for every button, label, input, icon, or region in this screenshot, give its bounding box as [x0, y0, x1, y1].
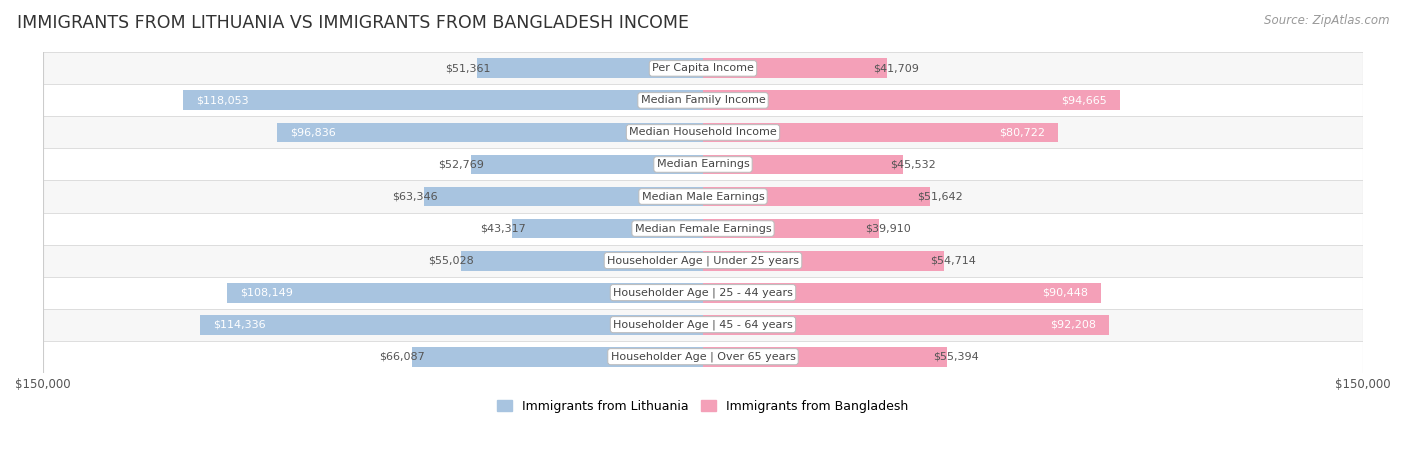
Bar	[703, 251, 943, 270]
Bar	[703, 91, 1119, 110]
Text: Median Female Earnings: Median Female Earnings	[634, 224, 772, 234]
Text: $45,532: $45,532	[890, 159, 936, 170]
Text: Median Household Income: Median Household Income	[628, 127, 778, 137]
Text: $39,910: $39,910	[866, 224, 911, 234]
Text: Per Capita Income: Per Capita Income	[652, 64, 754, 73]
Bar	[703, 122, 1059, 142]
Bar	[200, 315, 703, 334]
Bar	[703, 283, 1101, 303]
Bar	[42, 116, 1364, 149]
Bar	[42, 276, 1364, 309]
Legend: Immigrants from Lithuania, Immigrants from Bangladesh: Immigrants from Lithuania, Immigrants fr…	[492, 395, 914, 417]
Text: IMMIGRANTS FROM LITHUANIA VS IMMIGRANTS FROM BANGLADESH INCOME: IMMIGRANTS FROM LITHUANIA VS IMMIGRANTS …	[17, 14, 689, 32]
Bar	[477, 58, 703, 78]
Bar	[425, 187, 703, 206]
Text: $92,208: $92,208	[1050, 319, 1095, 330]
Bar	[512, 219, 703, 239]
Text: $66,087: $66,087	[380, 352, 426, 361]
Bar	[461, 251, 703, 270]
Bar	[277, 122, 703, 142]
Text: $55,028: $55,028	[429, 255, 474, 266]
Text: Householder Age | 25 - 44 years: Householder Age | 25 - 44 years	[613, 287, 793, 298]
Bar	[42, 149, 1364, 180]
Text: $63,346: $63,346	[392, 191, 437, 202]
Text: Median Male Earnings: Median Male Earnings	[641, 191, 765, 202]
Bar	[703, 155, 904, 174]
Text: Householder Age | 45 - 64 years: Householder Age | 45 - 64 years	[613, 319, 793, 330]
Bar	[703, 219, 879, 239]
Text: $51,642: $51,642	[917, 191, 963, 202]
Text: Source: ZipAtlas.com: Source: ZipAtlas.com	[1264, 14, 1389, 27]
Bar	[471, 155, 703, 174]
Text: $90,448: $90,448	[1042, 288, 1088, 297]
Text: $41,709: $41,709	[873, 64, 920, 73]
Bar	[42, 180, 1364, 212]
Bar	[412, 347, 703, 367]
Text: $55,394: $55,394	[934, 352, 980, 361]
Bar	[183, 91, 703, 110]
Text: Median Earnings: Median Earnings	[657, 159, 749, 170]
Bar	[703, 58, 887, 78]
Text: $52,769: $52,769	[439, 159, 484, 170]
Bar	[42, 309, 1364, 340]
Text: $51,361: $51,361	[444, 64, 491, 73]
Bar	[703, 315, 1109, 334]
Bar	[226, 283, 703, 303]
Text: Householder Age | Over 65 years: Householder Age | Over 65 years	[610, 352, 796, 362]
Text: Median Family Income: Median Family Income	[641, 95, 765, 106]
Bar	[42, 245, 1364, 276]
Bar	[703, 187, 931, 206]
Text: $118,053: $118,053	[197, 95, 249, 106]
Bar	[42, 52, 1364, 85]
Text: $80,722: $80,722	[1000, 127, 1045, 137]
Text: $108,149: $108,149	[240, 288, 292, 297]
Bar	[703, 347, 946, 367]
Text: $94,665: $94,665	[1060, 95, 1107, 106]
Text: $114,336: $114,336	[212, 319, 266, 330]
Bar	[42, 85, 1364, 116]
Text: $43,317: $43,317	[479, 224, 526, 234]
Bar	[42, 212, 1364, 245]
Text: $54,714: $54,714	[931, 255, 977, 266]
Text: Householder Age | Under 25 years: Householder Age | Under 25 years	[607, 255, 799, 266]
Text: $96,836: $96,836	[290, 127, 336, 137]
Bar	[42, 340, 1364, 373]
